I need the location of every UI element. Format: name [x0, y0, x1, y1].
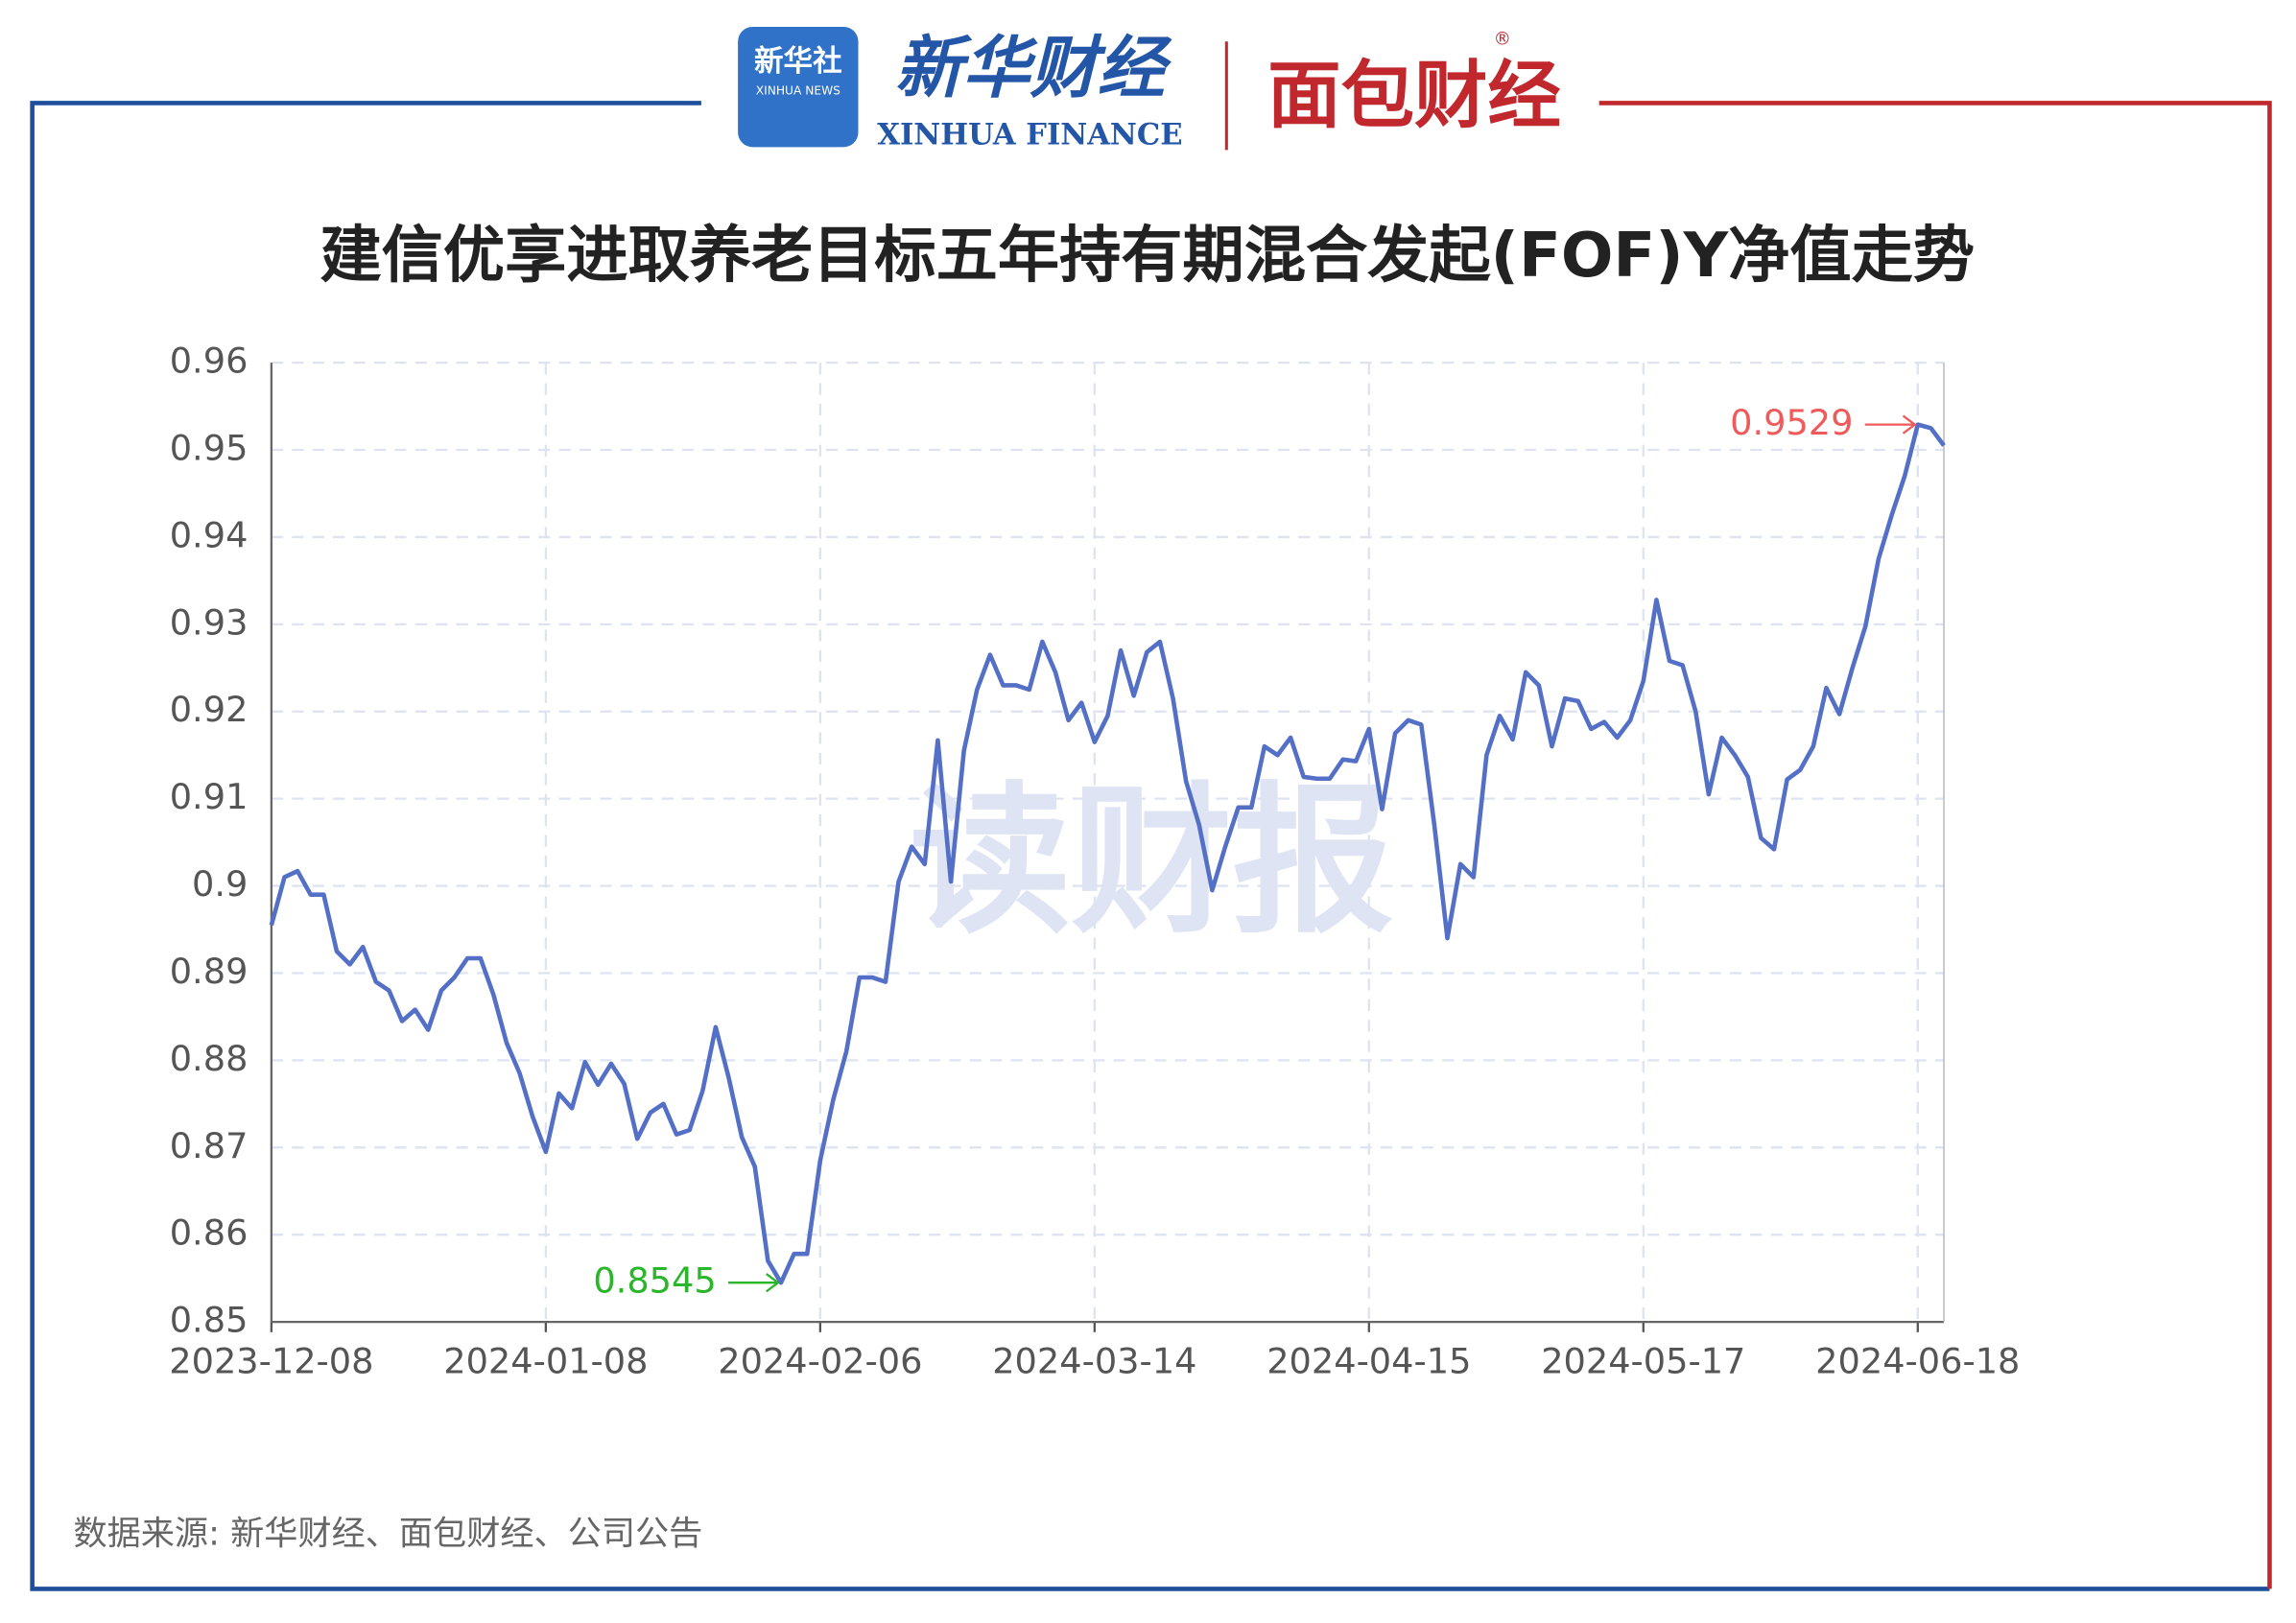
y-tick-label: 0.95 [170, 428, 249, 469]
plot-area: 0.85 0.86 0.87 0.88 0.89 0.9 0.91 0.92 0.93 0.94 0… [169, 341, 2020, 1382]
x-tick-label: 2024-06-18 [1815, 1340, 2020, 1381]
annotation-label: 0.9529 [1730, 402, 1853, 443]
finance-en: XINHUA FINANCE [877, 117, 1182, 152]
x-tick-label: 2024-01-08 [443, 1340, 648, 1381]
y-tick-label: 0.96 [170, 341, 249, 382]
y-tick-label: 0.94 [170, 514, 249, 555]
x-tick-label: 2024-03-14 [992, 1340, 1196, 1381]
x-tick-label: 2024-05-17 [1541, 1340, 1745, 1381]
y-tick-label: 0.87 [170, 1125, 249, 1166]
chart-title: 建信优享进取养老目标五年持有期混合发起(FOF)Y净值走势 [320, 220, 1975, 292]
x-tick-label: 2024-04-15 [1266, 1340, 1471, 1381]
agency-cn: 新华社 [754, 45, 842, 79]
frame-blue [30, 101, 2270, 1591]
y-tick-label: 0.9 [192, 863, 248, 905]
line-series [269, 422, 1946, 1285]
y-tick-label: 0.92 [170, 689, 249, 730]
source-note: 数据来源: 新华财经、面包财经、公司公告 [73, 1515, 702, 1554]
agency-logo [738, 26, 859, 148]
y-tick-label: 0.91 [170, 776, 249, 817]
y-tick-label: 0.88 [170, 1038, 249, 1079]
watermark: 读财报 [910, 767, 1394, 955]
y-tick-label: 0.85 [170, 1300, 249, 1341]
annotation-arrowhead [766, 1273, 780, 1293]
finance-cn: 新华财经 [895, 28, 1172, 107]
annotation-label: 0.8545 [593, 1260, 716, 1302]
x-tick-label: 2024-02-06 [718, 1340, 922, 1381]
agency-en: XINHUA NEWS [756, 83, 840, 97]
y-tick-label: 0.93 [170, 601, 249, 643]
y-tick-label: 0.89 [170, 951, 249, 992]
x-tick-label: 2023-12-08 [169, 1340, 373, 1381]
registered-mark: ® [1494, 29, 1511, 49]
frame-red [1598, 101, 2272, 1589]
y-tick-label: 0.86 [170, 1212, 249, 1254]
partner-logo: 面包财经 [1267, 54, 1561, 139]
annotation-arrowhead [1902, 414, 1917, 435]
